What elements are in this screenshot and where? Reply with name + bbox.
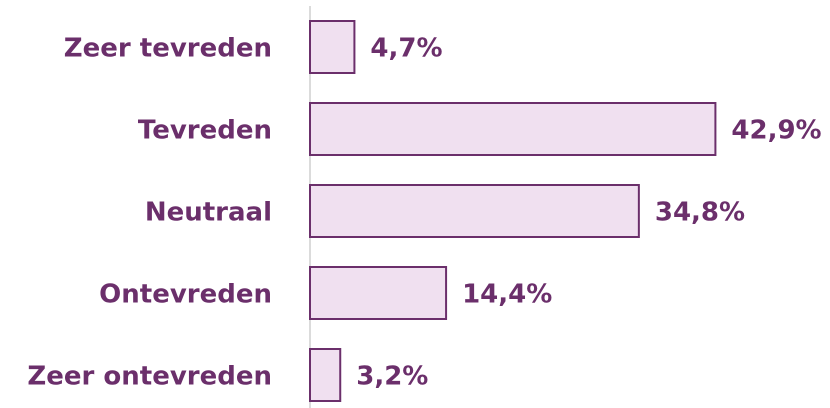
category-label: Ontevreden [99, 280, 272, 310]
value-label: 42,9% [731, 116, 821, 146]
value-label: 3,2% [356, 362, 428, 392]
value-label: 4,7% [370, 34, 442, 64]
category-label: Zeer ontevreden [27, 362, 272, 392]
value-label: 14,4% [462, 280, 552, 310]
bar [309, 266, 448, 320]
category-label: Tevreden [138, 116, 272, 146]
bar [309, 184, 640, 238]
bar [309, 102, 717, 156]
bar [309, 20, 356, 74]
category-label: Zeer tevreden [64, 34, 272, 64]
category-label: Neutraal [145, 198, 272, 228]
value-label: 34,8% [655, 198, 745, 228]
bar [309, 348, 342, 402]
